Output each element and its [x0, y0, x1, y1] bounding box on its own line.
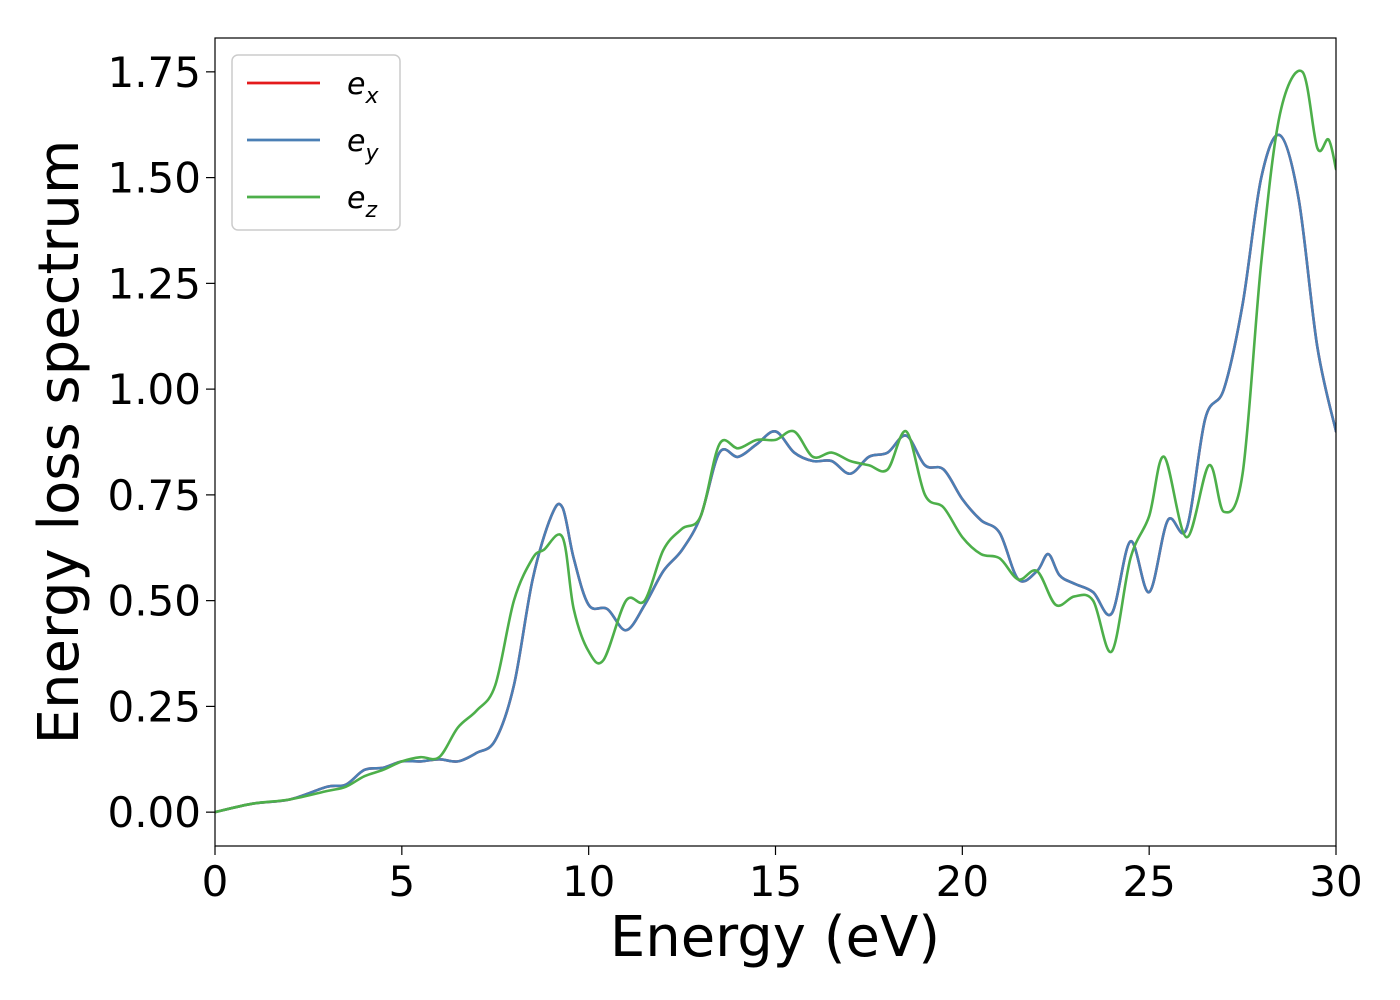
y-axis-title: Energy loss spectrum — [27, 140, 92, 745]
legend-label-ey: ey — [347, 124, 379, 166]
x-axis: 0 5 10 15 20 25 30 — [202, 846, 1363, 906]
x-axis-title: Energy (eV) — [610, 905, 940, 970]
y-tick-label: 1.00 — [107, 365, 201, 414]
y-tick-label: 0.50 — [107, 577, 201, 626]
y-tick-label: 1.50 — [107, 154, 201, 203]
y-tick-label: 0.25 — [107, 682, 201, 731]
x-tick-label: 10 — [562, 857, 615, 906]
plot-background — [215, 38, 1336, 846]
legend-label-ez: ez — [347, 181, 377, 223]
legend: ex ey ez — [231, 54, 401, 231]
x-tick-label: 15 — [749, 857, 802, 906]
series-line-ez — [215, 69, 1336, 814]
x-tick-label: 25 — [1122, 857, 1175, 906]
legend-box — [231, 54, 401, 231]
y-axis: 0.00 0.25 0.50 0.75 1.00 1.25 1.50 1.75 — [107, 48, 215, 837]
y-tick-label: 1.75 — [107, 48, 201, 97]
series-line-ey — [215, 133, 1336, 814]
x-tick-label: 0 — [202, 857, 229, 906]
legend-label-ex: ex — [347, 67, 379, 109]
x-tick-label: 20 — [936, 857, 989, 906]
y-tick-label: 1.25 — [107, 259, 201, 308]
y-tick-label: 0.75 — [107, 471, 201, 520]
y-tick-label: 0.00 — [107, 788, 201, 837]
x-tick-label: 30 — [1309, 857, 1362, 906]
series-layer — [215, 69, 1336, 814]
x-tick-label: 5 — [388, 857, 415, 906]
